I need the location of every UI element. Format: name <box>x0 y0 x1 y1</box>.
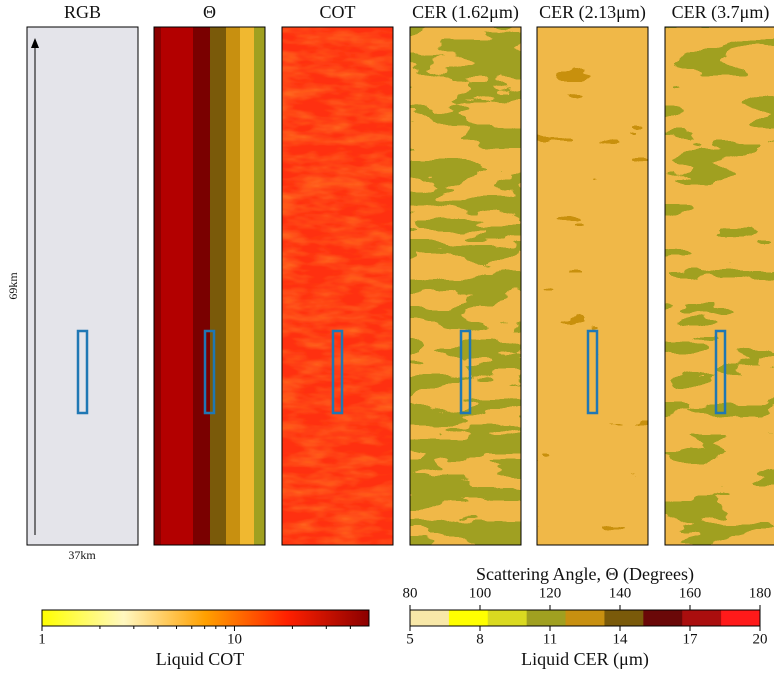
panel-title: COT <box>320 2 356 22</box>
top-tick-label: 160 <box>679 585 702 601</box>
top-tick-label: 80 <box>403 585 418 601</box>
cer-37-image <box>664 26 774 546</box>
tick-label: 8 <box>476 631 484 647</box>
cer-colorbar-label: Liquid CER (μm) <box>521 649 649 670</box>
colorbar-frame <box>41 609 370 627</box>
colorbar-segment <box>721 610 761 626</box>
top-tick-label: 180 <box>749 585 772 601</box>
angle-colorbar-label: Scattering Angle, Θ (Degrees) <box>476 564 694 585</box>
colorbar-segment <box>410 610 450 626</box>
highlight-box <box>459 329 472 415</box>
colorbar-segment <box>448 610 489 626</box>
panels <box>26 26 774 546</box>
colorbar-segment <box>604 610 644 626</box>
highlight-box <box>203 329 216 415</box>
panel-title: CER (1.62μm) <box>412 2 519 23</box>
top-tick-label: 100 <box>469 585 492 601</box>
colorbar-frame <box>409 609 761 627</box>
height-label: 69km <box>6 272 20 300</box>
highlight-box <box>331 329 344 415</box>
tick-label: 10 <box>227 631 242 647</box>
cer-213-image <box>536 26 649 546</box>
colorbar-segment <box>682 610 722 626</box>
cot-image <box>281 26 394 546</box>
tick-label: 1 <box>38 631 46 647</box>
colorbar <box>42 610 369 626</box>
panel-title: Θ <box>203 2 216 22</box>
colorbar-segment <box>487 610 528 626</box>
colorbar-segment <box>565 610 605 626</box>
top-tick-label: 140 <box>609 585 632 601</box>
theta-image <box>153 26 266 546</box>
panel-title: CER (2.13μm) <box>539 2 646 23</box>
width-label: 37km <box>68 548 96 562</box>
tick-label: 11 <box>543 631 557 647</box>
cot-colorbar-label: Liquid COT <box>156 649 245 669</box>
tick-label: 14 <box>613 631 629 647</box>
highlight-box <box>714 329 727 415</box>
colorbar-segment <box>643 610 683 626</box>
panel-title: RGB <box>64 2 101 22</box>
highlight-box <box>586 329 599 415</box>
rgb-image <box>26 26 139 546</box>
highlight-box <box>76 329 89 415</box>
cer-162-image <box>409 26 522 546</box>
tick-label: 5 <box>406 631 414 647</box>
tick-label: 20 <box>753 631 768 647</box>
tick-label: 17 <box>683 631 699 647</box>
panel-title: CER (3.7μm) <box>672 2 770 23</box>
top-tick-label: 120 <box>539 585 562 601</box>
colorbar-segment <box>526 610 567 626</box>
arrow-head <box>31 38 39 48</box>
